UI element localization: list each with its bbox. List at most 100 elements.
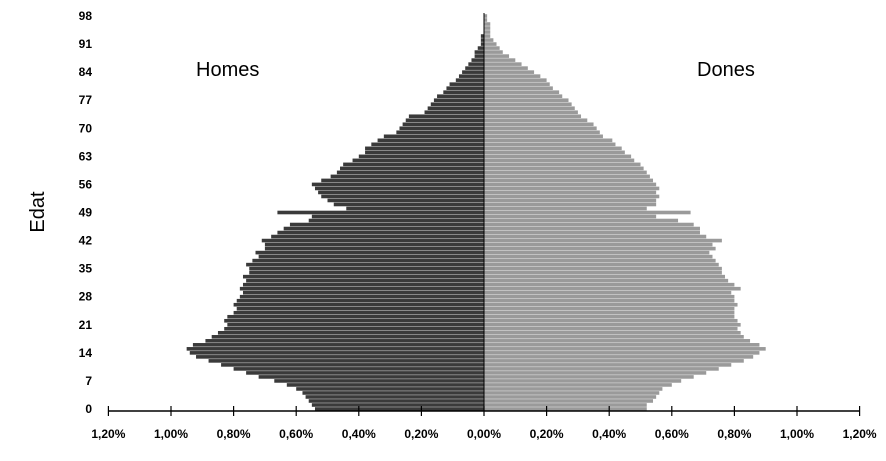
y-tick-label: 56 (79, 177, 93, 191)
dones-bar-age-51 (484, 202, 657, 207)
homes-bar-age-87 (471, 58, 484, 62)
y-tick-label: 77 (79, 93, 93, 107)
homes-bar-age-42 (261, 238, 484, 243)
dones-bar-age-40 (484, 246, 716, 251)
dones-bar-age-36 (484, 262, 719, 267)
dones-bar-age-53 (484, 194, 660, 199)
homes-bar-age-74 (424, 110, 484, 115)
homes-bar-age-90 (477, 46, 484, 50)
y-tick-label: 42 (79, 234, 93, 248)
homes-bar-age-85 (465, 66, 484, 70)
dones-bar-age-83 (484, 74, 541, 78)
dones-bar-age-95 (484, 26, 491, 30)
dones-bar-age-13 (484, 355, 754, 359)
homes-bar-age-20 (224, 326, 484, 331)
dones-bar-age-86 (484, 62, 522, 66)
y-tick-label: 14 (79, 346, 93, 360)
dones-bar-age-71 (484, 122, 594, 127)
homes-bar-age-35 (249, 266, 484, 271)
homes-bar-age-47 (308, 218, 484, 223)
dones-bar-age-76 (484, 102, 572, 107)
homes-bar-age-80 (446, 86, 484, 90)
dones-bar-age-87 (484, 58, 516, 62)
dones-bar-age-68 (484, 134, 603, 139)
dones-bar-age-54 (484, 190, 657, 195)
dones-bar-age-48 (484, 214, 657, 219)
dones-bar-age-8 (484, 375, 694, 379)
dones-bar-age-74 (484, 110, 578, 115)
y-tick-label: 70 (79, 121, 93, 135)
y-tick-label: 98 (79, 9, 93, 23)
x-tick-label: 0,20% (404, 427, 438, 441)
dones-bar-age-32 (484, 278, 729, 283)
dones-bar-age-3 (484, 395, 657, 399)
x-tick-label: 0,60% (279, 427, 313, 441)
dones-bar-age-50 (484, 206, 647, 211)
dones-bar-age-64 (484, 150, 625, 155)
homes-bar-age-76 (430, 102, 484, 107)
dones-bar-age-93 (484, 34, 491, 38)
homes-bar-age-26 (233, 302, 484, 307)
homes-bar-age-56 (311, 182, 484, 187)
dones-bar-age-43 (484, 234, 707, 239)
x-tick-label: 1,00% (780, 427, 814, 441)
dones-bar-age-85 (484, 66, 528, 70)
dones-bar-age-26 (484, 302, 738, 307)
homes-bar-age-70 (399, 126, 484, 131)
dones-bar-age-61 (484, 162, 641, 167)
homes-bar-age-72 (405, 118, 484, 123)
dones-bar-age-72 (484, 118, 588, 123)
dones-bar-age-45 (484, 226, 700, 231)
dones-bar-age-22 (484, 318, 738, 323)
dones-bar-age-81 (484, 82, 550, 86)
dones-bar-age-70 (484, 126, 597, 131)
homes-bar-age-37 (252, 258, 484, 263)
dones-bar-age-12 (484, 359, 744, 363)
homes-bar-age-6 (286, 383, 484, 387)
dones-bar-age-47 (484, 218, 679, 223)
dones-bar-age-96 (484, 22, 491, 26)
homes-bar-age-88 (474, 54, 484, 58)
homes-bar-age-73 (408, 114, 484, 119)
homes-bar-age-22 (224, 318, 484, 323)
dones-bar-age-14 (484, 351, 760, 355)
homes-side-label: Homes (196, 59, 259, 81)
homes-bar-age-43 (271, 234, 484, 239)
dones-bar-age-6 (484, 383, 672, 387)
dones-bar-age-38 (484, 254, 713, 259)
homes-bar-age-23 (227, 314, 484, 319)
homes-bar-age-38 (258, 254, 484, 259)
homes-bar-age-75 (427, 106, 484, 111)
y-axis-ticks: 0 7 14 21 28 35 42 49 56 63 70 77 84 91 98 (79, 9, 93, 416)
dones-bar-age-23 (484, 314, 735, 319)
homes-bar-age-48 (311, 214, 484, 219)
dones-bar-age-82 (484, 78, 547, 82)
homes-bar-age-57 (321, 178, 484, 183)
dones-bar-age-33 (484, 274, 726, 279)
dones-bar-age-46 (484, 222, 694, 227)
dones-bar-age-88 (484, 54, 510, 58)
dones-bar-age-1 (484, 403, 647, 407)
dones-bar-age-18 (484, 335, 744, 339)
dones-bar-age-30 (484, 286, 741, 291)
homes-bar-age-11 (221, 363, 484, 367)
homes-bar-age-86 (468, 62, 484, 66)
y-tick-label: 63 (79, 149, 93, 163)
homes-bar-age-12 (208, 359, 484, 363)
dones-bar-age-77 (484, 98, 569, 103)
dones-bar-age-27 (484, 298, 735, 303)
dones-bar-age-35 (484, 266, 722, 271)
dones-bar-age-57 (484, 178, 654, 183)
homes-bar-age-3 (305, 395, 484, 399)
homes-bar-age-82 (455, 78, 484, 82)
homes-bar-age-16 (192, 343, 484, 347)
dones-bar-age-84 (484, 70, 535, 74)
dones-bar-age-16 (484, 343, 760, 347)
homes-bar-age-83 (458, 74, 484, 78)
homes-bar-age-67 (377, 138, 484, 143)
dones-bar-age-59 (484, 170, 647, 175)
homes-bar-age-61 (343, 162, 484, 167)
dones-bar-age-62 (484, 158, 635, 163)
homes-bar-age-14 (189, 351, 484, 355)
dones-bar-age-58 (484, 174, 650, 179)
